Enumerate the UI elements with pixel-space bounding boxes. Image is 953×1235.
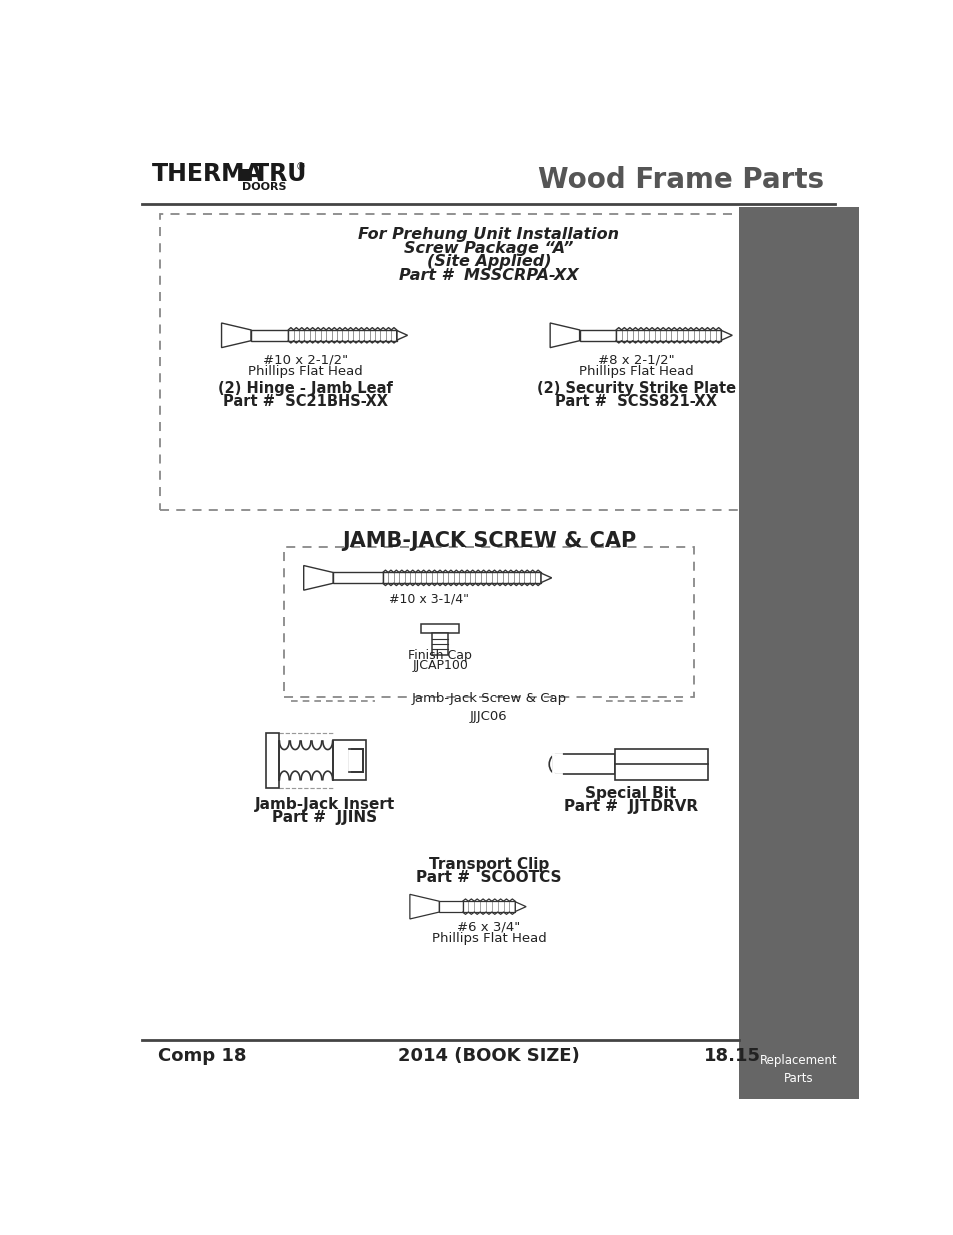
Text: Screw Package “A”: Screw Package “A” bbox=[404, 241, 573, 256]
Text: 2014 (BOOK SIZE): 2014 (BOOK SIZE) bbox=[397, 1047, 579, 1065]
Polygon shape bbox=[515, 902, 525, 911]
Text: Part #  MSSCRPA-XX: Part # MSSCRPA-XX bbox=[398, 268, 578, 283]
Bar bbox=[615, 748, 707, 779]
Bar bbox=[421, 624, 458, 634]
Bar bbox=[462, 902, 515, 911]
Polygon shape bbox=[540, 573, 551, 583]
Text: #6 x 3/4": #6 x 3/4" bbox=[456, 920, 520, 934]
Text: JJJC06: JJJC06 bbox=[470, 710, 507, 724]
Polygon shape bbox=[303, 566, 333, 590]
Bar bbox=[432, 634, 447, 655]
Text: ®: ® bbox=[294, 162, 305, 172]
Text: THERMA: THERMA bbox=[152, 162, 263, 186]
Bar bbox=[616, 330, 720, 341]
Polygon shape bbox=[553, 755, 615, 774]
Text: JJCAP100: JJCAP100 bbox=[412, 658, 468, 672]
Text: ▪TRU: ▪TRU bbox=[237, 162, 307, 186]
Text: JAMB-JACK SCREW & CAP: JAMB-JACK SCREW & CAP bbox=[341, 531, 636, 551]
Text: For Prehung Unit Installation: For Prehung Unit Installation bbox=[358, 227, 618, 242]
Text: Part #  JJTDRVR: Part # JJTDRVR bbox=[563, 799, 697, 814]
Polygon shape bbox=[550, 324, 579, 347]
Text: DOORS: DOORS bbox=[241, 182, 286, 193]
Text: (2) Security Strike Plate: (2) Security Strike Plate bbox=[536, 380, 735, 395]
Bar bbox=[333, 573, 382, 583]
Text: Phillips Flat Head: Phillips Flat Head bbox=[248, 364, 362, 378]
Text: #10 x 3-1/4": #10 x 3-1/4" bbox=[389, 593, 469, 605]
Text: Finish Cap: Finish Cap bbox=[408, 648, 472, 662]
Bar bbox=[579, 330, 616, 341]
Bar bbox=[348, 748, 362, 772]
Text: Part #  SCOOTCS: Part # SCOOTCS bbox=[416, 869, 561, 884]
Polygon shape bbox=[396, 331, 407, 340]
Text: Phillips Flat Head: Phillips Flat Head bbox=[431, 932, 546, 945]
Text: (Site Applied): (Site Applied) bbox=[426, 254, 551, 269]
Bar bbox=[251, 330, 288, 341]
Text: Part #  SC21BHS-XX: Part # SC21BHS-XX bbox=[222, 394, 387, 409]
Text: 18.15: 18.15 bbox=[703, 1047, 760, 1065]
Text: Transport Clip: Transport Clip bbox=[428, 857, 549, 872]
Polygon shape bbox=[410, 894, 439, 919]
Text: (2) Hinge - Jamb Leaf: (2) Hinge - Jamb Leaf bbox=[217, 380, 393, 395]
Text: Phillips Flat Head: Phillips Flat Head bbox=[578, 364, 693, 378]
Text: #8 x 2-1/2": #8 x 2-1/2" bbox=[598, 353, 674, 367]
Bar bbox=[439, 902, 462, 911]
Text: Jamb-Jack Insert: Jamb-Jack Insert bbox=[254, 798, 395, 813]
Bar bbox=[288, 330, 396, 341]
Text: Special Bit: Special Bit bbox=[584, 785, 676, 800]
Bar bbox=[159, 214, 818, 510]
Text: Part #  JJINS: Part # JJINS bbox=[272, 810, 376, 825]
Bar bbox=[382, 573, 540, 583]
Bar bbox=[333, 740, 365, 781]
Polygon shape bbox=[720, 331, 732, 340]
Text: #10 x 2-1/2": #10 x 2-1/2" bbox=[262, 353, 348, 367]
Text: Part #  SCSS821-XX: Part # SCSS821-XX bbox=[555, 394, 717, 409]
Bar bbox=[284, 547, 693, 698]
Text: Replacement
Parts: Replacement Parts bbox=[760, 1053, 837, 1084]
Text: Wood Frame Parts: Wood Frame Parts bbox=[537, 167, 823, 194]
Text: Comp 18: Comp 18 bbox=[158, 1047, 246, 1065]
Polygon shape bbox=[221, 324, 251, 347]
Bar bbox=[739, 207, 858, 1099]
Bar bbox=[266, 732, 278, 788]
Text: Jamb-Jack Screw & Cap: Jamb-Jack Screw & Cap bbox=[411, 693, 566, 705]
